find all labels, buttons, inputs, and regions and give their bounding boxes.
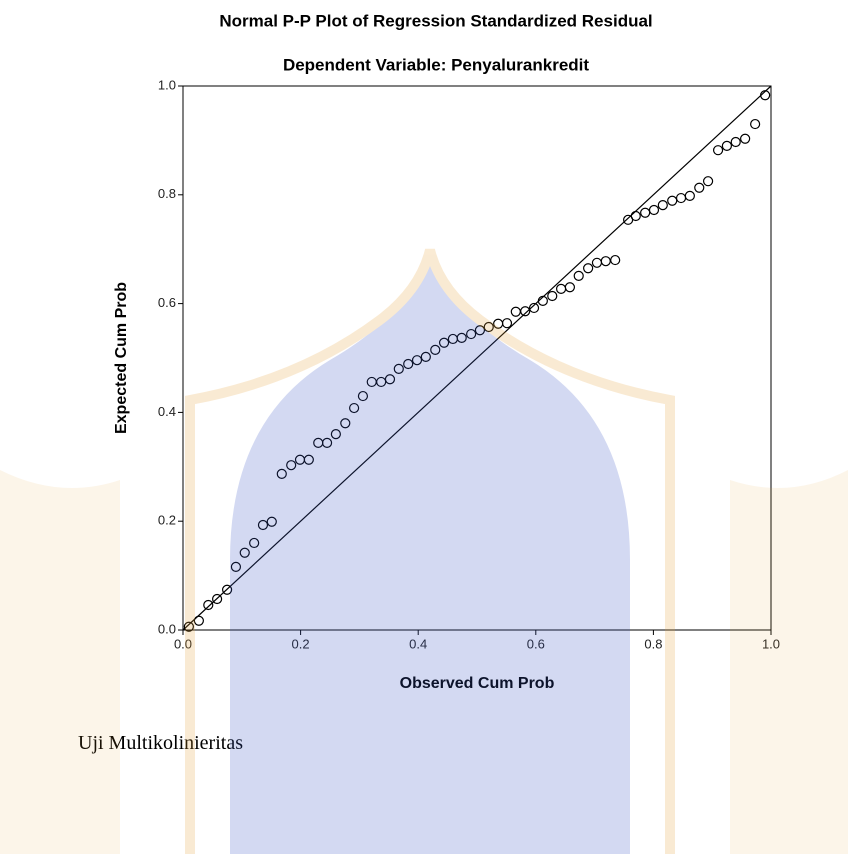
point — [330, 429, 341, 440]
point — [712, 145, 724, 156]
point — [276, 468, 287, 479]
point — [303, 454, 314, 465]
plot-frame — [182, 85, 772, 631]
point — [583, 263, 594, 274]
point — [694, 182, 705, 193]
point — [528, 302, 540, 314]
point — [430, 344, 441, 355]
point — [183, 621, 194, 632]
chart-title: Normal P-P Plot of Regression Standardiz… — [219, 11, 652, 30]
x-tick-label: 0.0 — [174, 636, 192, 651]
point — [684, 190, 695, 201]
y-tick-label: 0.8 — [158, 186, 176, 201]
point — [702, 176, 714, 187]
point — [456, 332, 467, 343]
point — [411, 355, 423, 366]
point — [349, 402, 360, 414]
point — [239, 547, 250, 558]
point — [721, 140, 733, 151]
point — [230, 561, 242, 572]
y-axis-label: Expected Cum Prob — [113, 282, 130, 434]
point — [384, 374, 396, 385]
point — [203, 599, 214, 611]
x-tick-label: 0.2 — [292, 636, 310, 651]
x-tick-label: 0.4 — [409, 636, 427, 651]
point — [667, 195, 678, 206]
x-tick-label: 0.8 — [644, 636, 662, 651]
point — [730, 136, 741, 148]
y-tick-label: 0.4 — [158, 404, 176, 419]
point — [750, 118, 761, 130]
point — [657, 200, 668, 211]
point — [483, 321, 494, 333]
point — [357, 390, 369, 402]
point — [501, 318, 513, 329]
point — [648, 204, 660, 216]
point — [212, 593, 223, 605]
point — [257, 519, 269, 531]
point — [537, 295, 548, 306]
chart: Normal P-P Plot of Regression Standardiz… — [78, 0, 798, 700]
reference-line — [182, 85, 772, 631]
point — [266, 516, 277, 527]
point — [193, 615, 204, 626]
point — [520, 306, 531, 317]
point — [573, 270, 584, 281]
y-tick-label: 0.0 — [158, 621, 176, 636]
chart-background — [78, 0, 798, 700]
point — [286, 460, 297, 471]
point — [376, 376, 387, 388]
chart-subtitle: Dependent Variable: Penyalurankredit — [283, 55, 589, 74]
y-tick-label: 0.2 — [158, 513, 176, 528]
y-tick-label: 0.6 — [158, 295, 176, 310]
point — [640, 207, 651, 218]
point — [610, 254, 621, 266]
point — [760, 90, 771, 101]
x-tick-label: 1.0 — [762, 636, 780, 651]
point — [393, 363, 404, 374]
point — [438, 337, 450, 348]
y-tick-label: 1.0 — [158, 77, 176, 92]
point — [466, 328, 477, 340]
point — [321, 437, 333, 448]
point — [630, 210, 641, 222]
point — [547, 290, 558, 302]
x-tick-label: 0.6 — [527, 636, 545, 651]
point — [474, 325, 486, 336]
x-axis-label: Observed Cum Prob — [400, 675, 555, 692]
point — [564, 282, 576, 293]
point — [420, 351, 431, 363]
section-heading: Uji Multikolinieritas — [78, 732, 243, 754]
point — [222, 584, 233, 595]
point — [403, 358, 414, 370]
point — [740, 133, 751, 144]
point — [340, 418, 351, 429]
point — [249, 537, 260, 549]
